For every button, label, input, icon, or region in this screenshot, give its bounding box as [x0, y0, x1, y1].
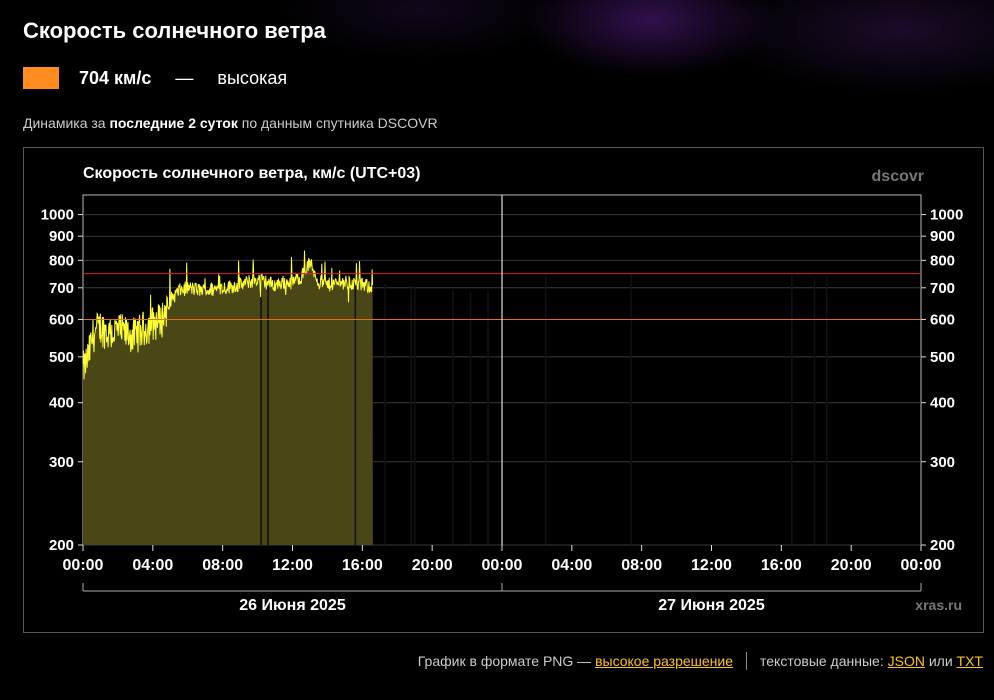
current-status: 704 км/с — высокая	[23, 66, 287, 90]
subtitle-prefix: Динамика за	[23, 115, 106, 131]
y-tick-label-left: 1000	[41, 207, 74, 224]
x-tick-label: 00:00	[482, 557, 523, 574]
y-tick-label-right: 800	[930, 252, 955, 269]
y-tick-label-left: 800	[49, 252, 74, 269]
watermark-xras: xras.ru	[915, 597, 962, 613]
json-link[interactable]: JSON	[887, 653, 925, 669]
y-tick-label-left: 200	[49, 537, 74, 554]
hires-link[interactable]: высокое разрешение	[595, 653, 734, 669]
y-tick-label-left: 300	[49, 454, 74, 471]
level-color-swatch	[23, 67, 59, 89]
png-format-text: График в формате PNG —	[417, 653, 592, 669]
y-tick-label-left: 700	[49, 280, 74, 297]
x-tick-label: 08:00	[621, 557, 662, 574]
y-tick-label-right: 200	[930, 537, 955, 554]
day-label-1: 26 Июня 2025	[239, 597, 346, 614]
solar-wind-chart: Скорость солнечного ветра, км/с (UTC+03)…	[41, 165, 964, 614]
y-tick-label-right: 500	[930, 349, 955, 366]
x-tick-label: 00:00	[901, 557, 942, 574]
text-data-label: текстовые данные:	[760, 653, 884, 669]
chart-title: Скорость солнечного ветра, км/с (UTC+03)	[83, 165, 421, 182]
current-speed: 704 км/с	[79, 67, 152, 88]
y-tick-label-left: 500	[49, 349, 74, 366]
y-tick-label-right: 1000	[930, 207, 963, 224]
subtitle: Динамика за последние 2 суток по данным …	[23, 115, 438, 131]
status-dash: —	[175, 67, 194, 88]
y-tick-label-right: 400	[930, 395, 955, 412]
footer-divider	[746, 652, 748, 670]
x-tick-label: 04:00	[132, 557, 173, 574]
y-tick-label-left: 900	[49, 228, 74, 245]
day-label-2: 27 Июня 2025	[658, 597, 765, 614]
y-tick-label-right: 300	[930, 454, 955, 471]
x-tick-label: 16:00	[761, 557, 802, 574]
page-title: Скорость солнечного ветра	[23, 18, 326, 43]
or-text: или	[928, 653, 953, 669]
subtitle-period: последние 2 суток	[109, 115, 238, 131]
watermark-dscovr: dscovr	[872, 168, 924, 185]
y-tick-label-left: 400	[49, 395, 74, 412]
x-tick-label: 12:00	[272, 557, 313, 574]
subtitle-suffix: по данным спутника DSCOVR	[241, 115, 438, 131]
x-tick-label: 00:00	[63, 557, 104, 574]
footer: График в формате PNG — высокое разрешени…	[418, 652, 983, 670]
level-label: высокая	[217, 67, 288, 88]
x-tick-label: 20:00	[412, 557, 453, 574]
speed-series-line	[82, 250, 374, 380]
background-glow	[0, 0, 994, 140]
x-tick-label: 04:00	[551, 557, 592, 574]
x-tick-label: 20:00	[831, 557, 872, 574]
txt-link[interactable]: TXT	[956, 653, 983, 669]
y-tick-label-left: 600	[49, 311, 74, 328]
x-tick-label: 16:00	[342, 557, 383, 574]
y-tick-label-right: 700	[930, 280, 955, 297]
y-tick-label-right: 600	[930, 311, 955, 328]
chart-container: Скорость солнечного ветра, км/с (UTC+03)…	[23, 147, 984, 633]
speed-area-fill	[83, 250, 373, 545]
y-tick-label-right: 900	[930, 228, 955, 245]
x-tick-label: 08:00	[202, 557, 243, 574]
x-tick-label: 12:00	[691, 557, 732, 574]
